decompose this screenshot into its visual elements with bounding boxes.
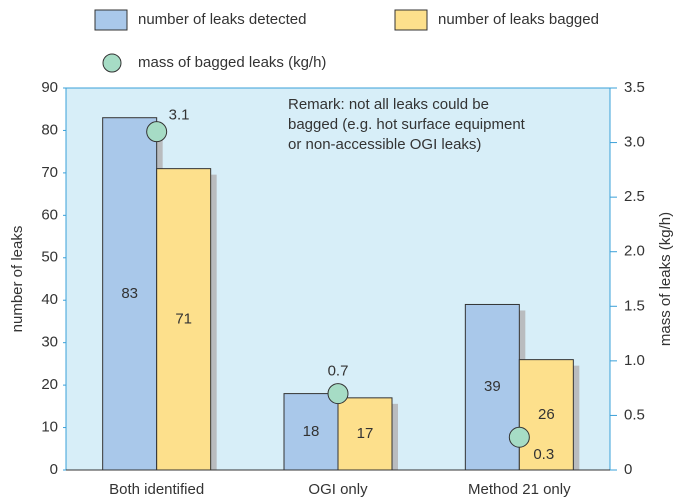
y2-tick-label: 3.5 [624, 79, 645, 96]
x-tick-label: OGI only [308, 481, 368, 498]
y-tick-label: 90 [41, 79, 58, 96]
point [146, 121, 168, 143]
annotation: or non-accessible OGI leaks) [288, 136, 481, 153]
point-value-label: 3.1 [169, 107, 190, 124]
y2-tick-label: 1.0 [624, 352, 645, 369]
annotation: Remark: not all leaks could be [288, 96, 489, 113]
point-value-label: 0.7 [328, 363, 349, 380]
y2-tick-label: 2.5 [624, 188, 645, 205]
y-tick-label: 10 [41, 419, 58, 436]
x-tick-label: Method 21 only [468, 481, 571, 498]
y-tick-label: 70 [41, 164, 58, 181]
point [508, 426, 530, 448]
bar [337, 397, 393, 471]
x-tick-label: Both identified [109, 481, 204, 498]
legend-swatch [102, 53, 122, 73]
y2-tick-label: 0 [624, 461, 632, 478]
y-axis-label: number of leaks [9, 226, 26, 333]
y2-tick-label: 3.0 [624, 134, 645, 151]
bar [156, 168, 212, 471]
y-tick-label: 20 [41, 376, 58, 393]
y-tick-label: 30 [41, 334, 58, 351]
legend-label: mass of bagged leaks (kg/h) [138, 54, 326, 71]
y-tick-label: 40 [41, 291, 58, 308]
y-tick-label: 80 [41, 121, 58, 138]
legend-label: number of leaks bagged [438, 11, 599, 28]
y-tick-label: 0 [50, 461, 58, 478]
bar-value-label: 71 [175, 310, 192, 327]
annotation: bagged (e.g. hot surface equipment [288, 116, 526, 133]
y2-tick-label: 1.5 [624, 297, 645, 314]
bar-value-label: 17 [357, 425, 374, 442]
point [327, 383, 349, 405]
y2-tick-label: 0.5 [624, 406, 645, 423]
y-tick-label: 60 [41, 206, 58, 223]
y2-axis-label: mass of leaks (kg/h) [657, 212, 674, 346]
bar-value-label: 18 [303, 423, 320, 440]
bar-value-label: 39 [484, 378, 501, 395]
point-value-label: 0.3 [533, 446, 554, 463]
legend-label: number of leaks detected [138, 11, 306, 28]
y-tick-label: 50 [41, 249, 58, 266]
bar [518, 359, 574, 471]
y2-tick-label: 2.0 [624, 243, 645, 260]
legend-swatch [394, 9, 428, 31]
legend-swatch [94, 9, 128, 31]
bar-value-label: 83 [121, 285, 138, 302]
bar-value-label: 26 [538, 406, 555, 423]
